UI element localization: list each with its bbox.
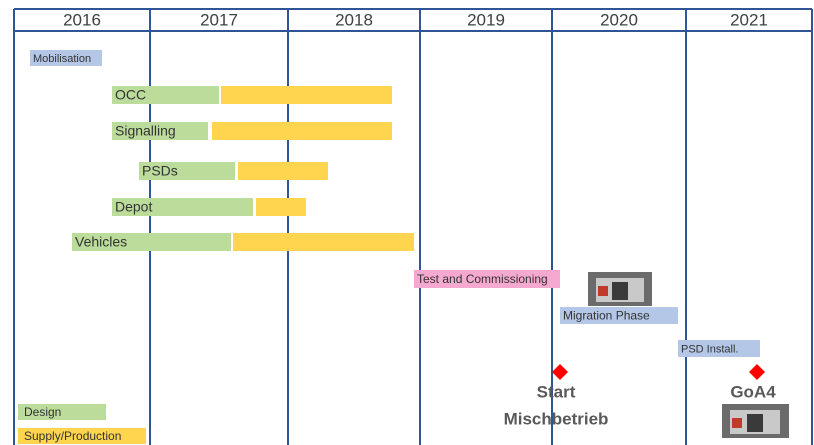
supply-bar bbox=[233, 233, 414, 251]
task-label: Signalling bbox=[115, 123, 176, 139]
legend-swatch bbox=[18, 404, 106, 420]
task-bar bbox=[112, 86, 219, 104]
milestone-diamond bbox=[552, 364, 568, 380]
task-bar bbox=[112, 198, 253, 216]
milestone-label: Mischbetrieb bbox=[504, 409, 609, 428]
task-bar bbox=[560, 307, 678, 324]
milestone-label: GoA4 bbox=[730, 382, 776, 401]
task-label: PSD Install. bbox=[681, 343, 738, 355]
task-bar bbox=[30, 50, 102, 66]
supply-bar bbox=[212, 122, 392, 140]
task-label: Vehicles bbox=[75, 234, 127, 250]
legend-label: Design bbox=[24, 405, 61, 419]
legend-label: Supply/Production bbox=[24, 429, 121, 443]
task-bar bbox=[678, 340, 760, 357]
task-label: Depot bbox=[115, 199, 152, 215]
year-label: 2020 bbox=[600, 10, 638, 29]
year-label: 2017 bbox=[200, 10, 238, 29]
legend-swatch bbox=[18, 428, 146, 444]
task-label: Migration Phase bbox=[563, 309, 650, 323]
milestone-diamond bbox=[749, 364, 765, 380]
supply-bar bbox=[221, 86, 392, 104]
year-label: 2018 bbox=[335, 10, 373, 29]
task-label: Test and Commissioning bbox=[417, 272, 548, 286]
task-label: Mobilisation bbox=[33, 53, 91, 65]
supply-bar bbox=[238, 162, 328, 180]
task-bar bbox=[139, 162, 235, 180]
year-label: 2019 bbox=[467, 10, 505, 29]
supply-bar bbox=[256, 198, 306, 216]
task-label: OCC bbox=[115, 87, 146, 103]
photo bbox=[722, 404, 789, 438]
milestone-label: Start bbox=[537, 382, 576, 401]
task-bar bbox=[112, 122, 208, 140]
task-bar bbox=[414, 270, 560, 288]
task-bar bbox=[72, 233, 231, 251]
year-label: 2021 bbox=[730, 10, 768, 29]
photo bbox=[588, 272, 652, 306]
task-label: PSDs bbox=[142, 163, 178, 179]
year-label: 2016 bbox=[63, 10, 101, 29]
